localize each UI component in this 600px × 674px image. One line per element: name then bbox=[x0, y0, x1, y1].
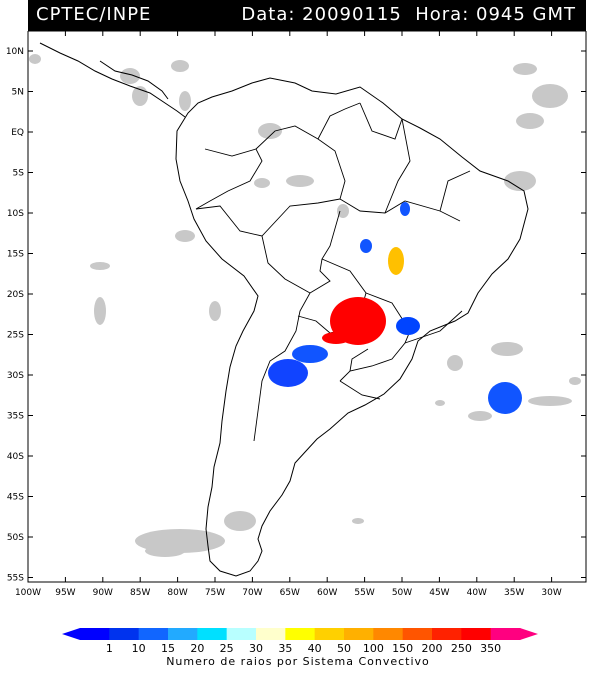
central-america-coastline bbox=[39, 42, 186, 118]
legend-value: 15 bbox=[161, 642, 175, 655]
legend-swatch bbox=[168, 628, 198, 640]
legend-arrow-left bbox=[62, 628, 80, 640]
lon-label: 60W bbox=[317, 588, 337, 598]
lat-label: 5S bbox=[13, 169, 25, 179]
legend-colorbar bbox=[62, 628, 538, 640]
lat-label: 10S bbox=[7, 209, 24, 219]
cloud-cover bbox=[29, 54, 581, 557]
lat-label: 10N bbox=[6, 47, 24, 57]
legend-value: 200 bbox=[422, 642, 443, 655]
legend-values: 1 10 15 20 25 30 35 40 50 100 150 200 250 350 bbox=[106, 642, 501, 655]
convective-system-blue-3 bbox=[268, 359, 308, 387]
convective-system-yellow bbox=[388, 247, 404, 275]
legend-swatch bbox=[285, 628, 316, 640]
lat-label: 40S bbox=[7, 452, 24, 462]
convective-system-blue-1 bbox=[396, 317, 420, 335]
legend-swatch bbox=[344, 628, 374, 640]
date-time-label: Data: 20090115 Hora: 0945 GMT bbox=[241, 4, 576, 25]
legend-value: 35 bbox=[278, 642, 292, 655]
lon-label: 75W bbox=[205, 588, 225, 598]
lat-label: 30S bbox=[7, 371, 24, 381]
legend-value: 150 bbox=[392, 642, 413, 655]
lat-label: 45S bbox=[7, 493, 24, 503]
legend-value: 50 bbox=[337, 642, 351, 655]
map-header: CPTEC/INPE Data: 20090115 Hora: 0945 GMT bbox=[28, 0, 586, 31]
legend-swatch bbox=[490, 628, 521, 640]
lat-label: 15S bbox=[7, 250, 24, 260]
lon-label: 50W bbox=[392, 588, 412, 598]
legend-swatch bbox=[314, 628, 345, 640]
lon-label: 100W bbox=[15, 588, 41, 598]
lat-label: 5N bbox=[12, 88, 24, 98]
legend-swatch bbox=[402, 628, 433, 640]
lon-label: 65W bbox=[280, 588, 300, 598]
lon-label: 45W bbox=[429, 588, 449, 598]
map-frame bbox=[27, 31, 587, 583]
convective-system-blue-6 bbox=[488, 382, 522, 414]
lon-label: 80W bbox=[167, 588, 187, 598]
legend-value: 350 bbox=[480, 642, 501, 655]
lat-label: 25S bbox=[7, 331, 24, 341]
legend-value: 25 bbox=[220, 642, 234, 655]
legend-swatch bbox=[432, 628, 462, 640]
legend-title: Numero de raios por Sistema Convectivo bbox=[166, 655, 430, 668]
lon-label: 95W bbox=[55, 588, 75, 598]
lon-label: 35W bbox=[504, 588, 524, 598]
legend-swatch bbox=[461, 628, 492, 640]
convective-system-blue-2 bbox=[292, 345, 328, 363]
lon-label: 70W bbox=[242, 588, 262, 598]
lat-label: 50S bbox=[7, 533, 24, 543]
lon-label: 40W bbox=[467, 588, 487, 598]
legend-value: 40 bbox=[308, 642, 322, 655]
source-label: CPTEC/INPE bbox=[36, 4, 152, 25]
legend-swatch bbox=[373, 628, 404, 640]
convective-system-red bbox=[330, 297, 386, 345]
legend-value: 20 bbox=[190, 642, 204, 655]
legend-value: 250 bbox=[451, 642, 472, 655]
legend-swatch bbox=[197, 628, 228, 640]
convective-systems bbox=[268, 202, 522, 414]
legend-value: 100 bbox=[363, 642, 384, 655]
legend-value: 1 bbox=[106, 642, 113, 655]
lat-label: EQ bbox=[11, 128, 24, 138]
legend-arrow-right bbox=[520, 628, 538, 640]
lon-label: 85W bbox=[130, 588, 150, 598]
legend-value: 10 bbox=[132, 642, 146, 655]
lon-label: 30W bbox=[541, 588, 561, 598]
legend-swatch bbox=[109, 628, 140, 640]
latitude-axis: 10N 5N EQ 5S 10S 15S 20S 25S 30S 35S 40S 45S 50S 55S bbox=[6, 47, 586, 584]
longitude-axis: 100W 95W 90W 85W 80W 75W 70W 65W 60W 55W 50W 45W 40W… bbox=[15, 31, 562, 598]
lon-label: 90W bbox=[93, 588, 113, 598]
legend-swatch bbox=[138, 628, 169, 640]
south-america-coastline bbox=[175, 77, 529, 577]
lon-label: 55W bbox=[354, 588, 374, 598]
color-legend: 1 10 15 20 25 30 35 40 50 100 150 200 250 350 Numero … bbox=[0, 622, 600, 670]
legend-swatch bbox=[226, 628, 257, 640]
map-panel: 10N 5N EQ 5S 10S 15S 20S 25S 30S 35S 40S 45S 50S 55S … bbox=[0, 31, 600, 601]
lat-label: 55S bbox=[7, 574, 24, 584]
legend-value: 30 bbox=[249, 642, 263, 655]
lat-label: 35S bbox=[7, 412, 24, 422]
convective-system-blue-5 bbox=[400, 202, 410, 216]
convective-system-blue-4 bbox=[360, 239, 372, 253]
convective-system-red-tail bbox=[322, 332, 350, 344]
legend-swatch bbox=[256, 628, 286, 640]
legend-swatch bbox=[80, 628, 110, 640]
lat-label: 20S bbox=[7, 290, 24, 300]
